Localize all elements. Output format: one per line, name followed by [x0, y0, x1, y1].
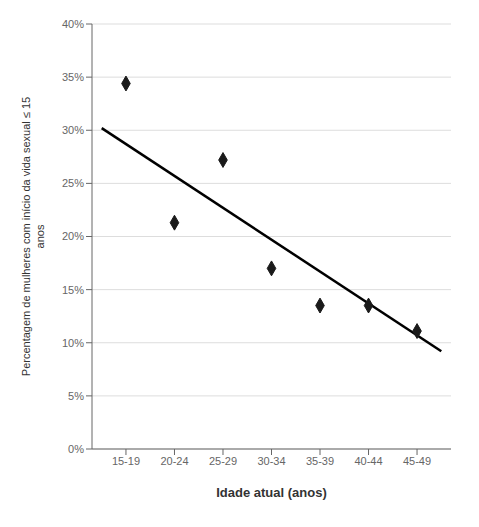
svg-text:5%: 5%: [68, 390, 84, 402]
svg-text:40-44: 40-44: [354, 455, 382, 467]
svg-text:20%: 20%: [62, 230, 84, 242]
svg-text:35-39: 35-39: [306, 455, 334, 467]
svg-text:10%: 10%: [62, 337, 84, 349]
svg-text:45-49: 45-49: [403, 455, 431, 467]
svg-text:20-24: 20-24: [160, 455, 188, 467]
svg-text:Percentagem de mulheres com in: Percentagem de mulheres com início da vi…: [20, 97, 46, 376]
svg-text:0%: 0%: [68, 443, 84, 455]
svg-text:30-34: 30-34: [257, 455, 285, 467]
svg-text:25%: 25%: [62, 177, 84, 189]
svg-text:25-29: 25-29: [209, 455, 237, 467]
svg-text:40%: 40%: [62, 18, 84, 30]
svg-text:15%: 15%: [62, 284, 84, 296]
svg-text:30%: 30%: [62, 124, 84, 136]
svg-text:15-19: 15-19: [112, 455, 140, 467]
svg-text:Idade atual (anos): Idade atual (anos): [216, 485, 327, 500]
svg-text:35%: 35%: [62, 71, 84, 83]
